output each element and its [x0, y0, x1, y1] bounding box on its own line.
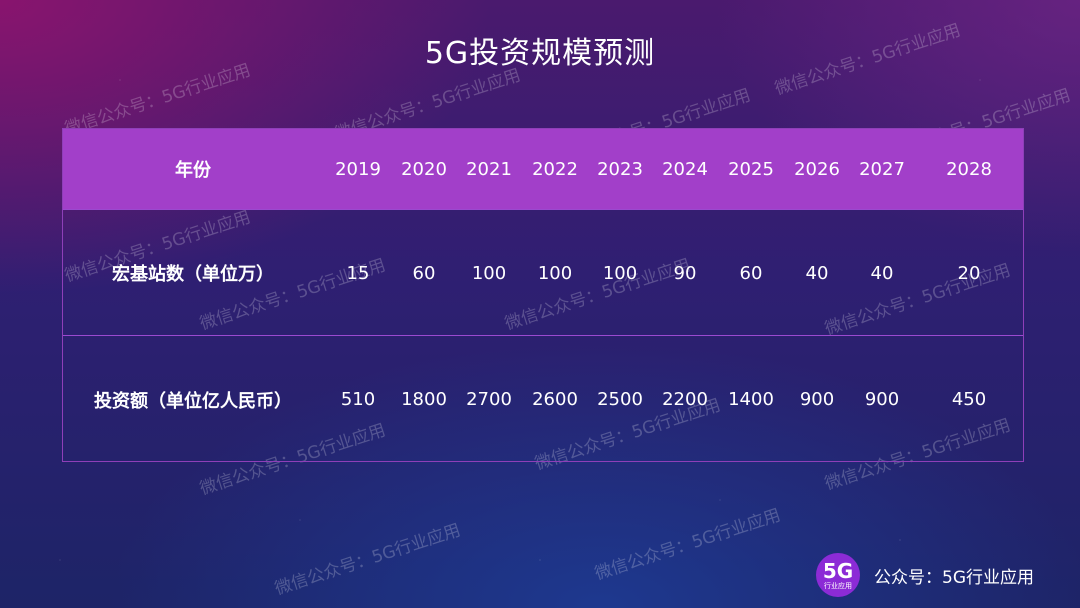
table-header-row: 年份 2019 2020 2021 2022 2023 2024 2025 20… — [63, 129, 1023, 209]
table-cell: 60 — [412, 262, 436, 284]
table-cell: 40 — [805, 262, 829, 284]
5g-logo: 5G 行业应用 — [816, 553, 860, 597]
table-row: 宏基站数（单位万） 15 60 100 100 100 90 60 40 40 … — [63, 209, 1023, 336]
header-cell-2023: 2023 — [597, 158, 643, 180]
header-cell-2020: 2020 — [401, 158, 447, 180]
table-row: 投资额（单位亿人民币） 510 1800 2700 2600 2500 2200… — [63, 335, 1023, 463]
watermark: 微信公众号：5G行业应用 — [592, 505, 784, 585]
header-cell-2019: 2019 — [335, 158, 381, 180]
table-cell: 450 — [951, 389, 987, 410]
table-cell: 2700 — [466, 389, 512, 410]
table-cell: 100 — [471, 262, 507, 284]
table-cell: 2600 — [532, 389, 578, 410]
table-cell: 90 — [673, 262, 697, 284]
header-cell-2024: 2024 — [662, 158, 708, 180]
slide-title: 5G投资规模预测 — [424, 36, 656, 71]
logo-text-industry: 行业应用 — [824, 581, 852, 590]
table-cell: 100 — [537, 262, 573, 284]
table-cell: 60 — [739, 262, 763, 284]
table-cell: 900 — [864, 389, 900, 410]
header-label-year: 年份 — [175, 160, 211, 181]
header-cell-2022: 2022 — [532, 158, 578, 180]
header-cell-2026: 2026 — [794, 158, 840, 180]
header-cell-2021: 2021 — [466, 158, 512, 180]
logo-text-5g: 5G — [822, 558, 854, 583]
public-account-label: 公众号：5G行业应用 — [874, 568, 1034, 588]
table-cell: 15 — [346, 262, 370, 284]
table-cell: 2500 — [597, 389, 643, 410]
table-cell: 40 — [870, 262, 894, 284]
table-cell: 100 — [602, 262, 638, 284]
row-label-base-stations: 宏基站数（单位万） — [112, 264, 274, 285]
table-cell: 510 — [340, 389, 376, 410]
header-cell-2027: 2027 — [859, 158, 905, 180]
watermark: 微信公众号：5G行业应用 — [272, 520, 464, 600]
table-cell: 20 — [957, 262, 981, 284]
header-cell-2025: 2025 — [728, 158, 774, 180]
table-cell: 1400 — [728, 389, 774, 410]
table-cell: 2200 — [662, 389, 708, 410]
table-cell: 1800 — [401, 389, 447, 410]
forecast-table: 年份 2019 2020 2021 2022 2023 2024 2025 20… — [62, 128, 1024, 462]
row-label-investment: 投资额（单位亿人民币） — [94, 390, 292, 412]
table-cell: 900 — [799, 389, 835, 410]
header-cell-2028: 2028 — [946, 158, 992, 180]
